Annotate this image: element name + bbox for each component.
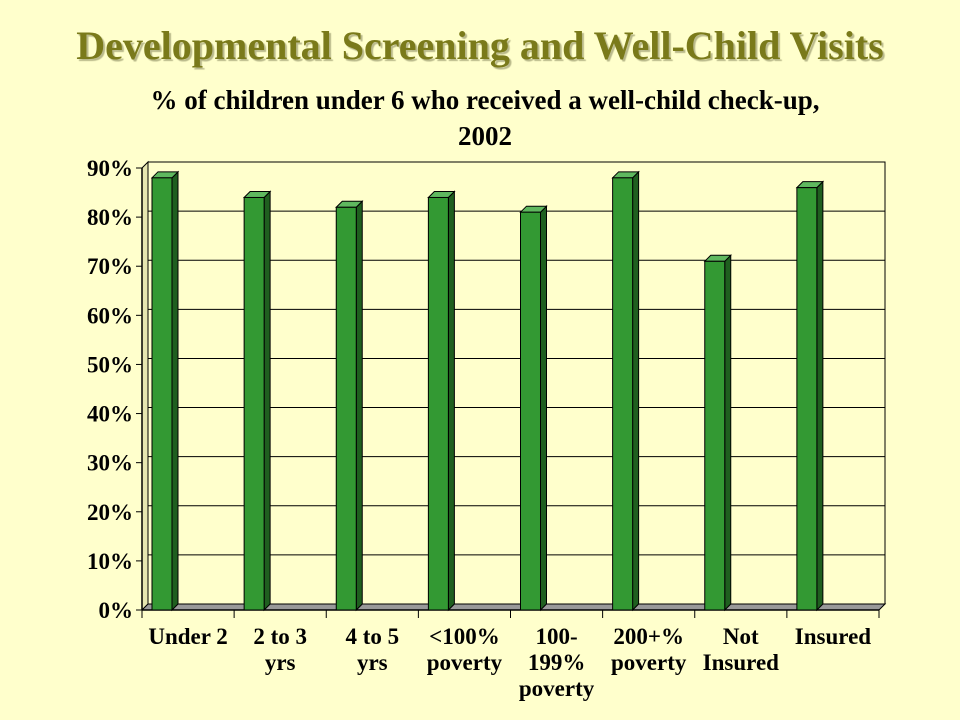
x-category-label: Insured	[703, 650, 779, 675]
chart-title: % of children under 6 who received a wel…	[100, 82, 870, 154]
x-category-label: yrs	[265, 650, 296, 675]
y-tick-label: 40%	[87, 402, 133, 427]
x-category-label: Not	[723, 624, 759, 649]
bar	[520, 211, 541, 611]
y-tick-label: 10%	[87, 549, 133, 574]
bar-side	[355, 200, 363, 612]
bar-side	[447, 190, 455, 612]
bar	[335, 206, 357, 611]
y-tick-label: 60%	[87, 303, 133, 328]
x-category-label: poverty	[611, 650, 687, 675]
chart-title-line-2: 2002	[458, 121, 512, 151]
plot-area	[147, 161, 886, 605]
x-category-label: 100-	[535, 624, 577, 649]
x-category-label: Insured	[795, 624, 871, 649]
y-tick-label: 90%	[87, 156, 133, 181]
bar	[243, 196, 265, 611]
y-tick-label: 0%	[99, 598, 134, 623]
x-category-label: 4 to 5	[345, 624, 399, 649]
x-category-label: <100%	[429, 624, 500, 649]
bar-side	[632, 170, 640, 612]
x-category-label: 2 to 3	[253, 624, 307, 649]
bar-side	[724, 254, 732, 612]
bar	[151, 177, 173, 611]
slide-title: Developmental Screening and Well-Child V…	[76, 23, 884, 68]
side-wall	[141, 160, 149, 612]
y-tick-label: 30%	[87, 451, 133, 476]
y-tick-label: 20%	[87, 500, 133, 525]
x-category-label: 199%	[528, 650, 586, 675]
x-category-label: 200+%	[613, 624, 684, 649]
bar	[704, 260, 726, 611]
y-tick-label: 70%	[87, 254, 133, 279]
x-category-label: yrs	[357, 650, 388, 675]
chart-title-line-1: % of children under 6 who received a wel…	[150, 85, 820, 115]
x-category-label: poverty	[519, 676, 595, 701]
bar-side	[540, 204, 547, 612]
y-tick-label: 80%	[87, 205, 133, 230]
bar-side	[171, 170, 179, 612]
bar	[796, 187, 818, 611]
x-category-label: Under 2	[148, 624, 227, 649]
bar	[427, 196, 449, 611]
bar-side	[263, 190, 271, 612]
x-category-label: poverty	[427, 650, 503, 675]
y-tick-label: 50%	[87, 352, 133, 377]
bar	[612, 177, 634, 611]
bar-side	[816, 180, 824, 612]
